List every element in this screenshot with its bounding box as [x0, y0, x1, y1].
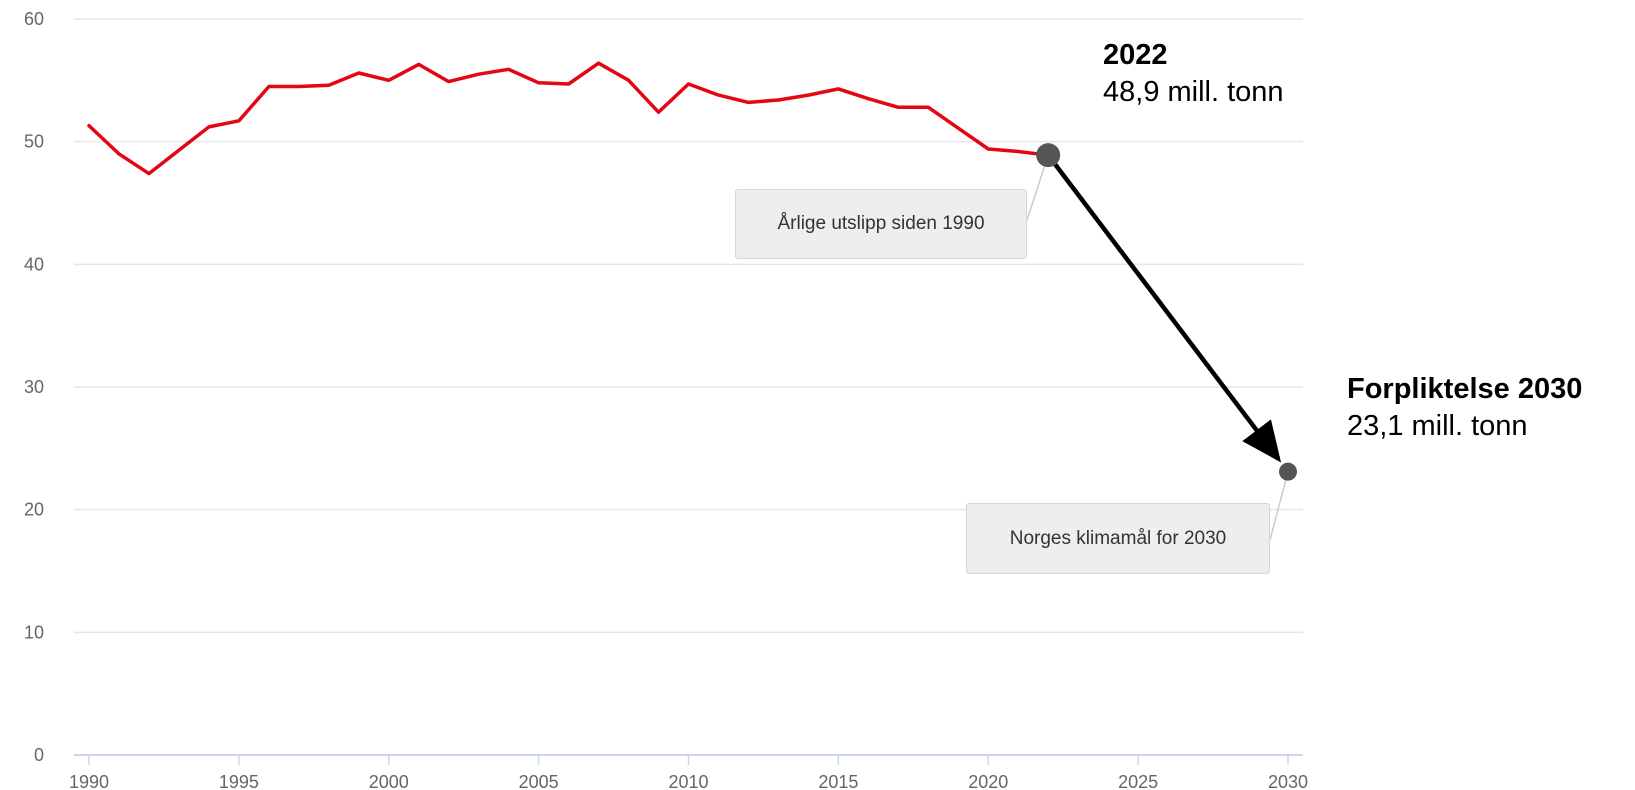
marker-layer [1036, 143, 1297, 481]
y-tick-label-20: 20 [24, 500, 44, 520]
callout-2030-value: 23,1 mill. tonn [1347, 410, 1528, 443]
tooltip-annual-emissions: Årlige utslipp siden 1990 [735, 189, 1027, 259]
x-tick-label-2030: 2030 [1268, 772, 1308, 790]
x-tick-label-2020: 2020 [968, 772, 1008, 790]
y-tick-label-50: 50 [24, 132, 44, 152]
callout-2030: Forpliktelse 2030 23,1 mill. tonn [1347, 371, 1582, 445]
y-tick-label-0: 0 [34, 745, 44, 765]
x-tick-label-1995: 1995 [219, 772, 259, 790]
x-tick-label-2010: 2010 [668, 772, 708, 790]
y-tick-label-30: 30 [24, 377, 44, 397]
series-line-0 [87, 61, 1050, 176]
tooltip-connectors [1026, 154, 1289, 541]
x-tick-label-2000: 2000 [369, 772, 409, 790]
x-axis: 1990 1995 2000 2005 2010 2015 2020 2025 2030 [69, 754, 1308, 790]
x-tick-label-2025: 2025 [1118, 772, 1158, 790]
y-tick-label-40: 40 [24, 254, 44, 274]
callout-2022-value: 48,9 mill. tonn [1103, 76, 1284, 109]
callout-2022: 2022 48,9 mill. tonn [1103, 37, 1284, 111]
arrow-layer [1052, 161, 1282, 463]
tooltip-climate-target: Norges klimamål for 2030 [966, 503, 1270, 574]
connector-2030 [1269, 471, 1289, 541]
trend-arrow [1052, 161, 1282, 463]
x-tick-label-1990: 1990 [69, 772, 109, 790]
x-tick-label-2005: 2005 [519, 772, 559, 790]
y-axis: 0 10 20 30 40 50 60 [24, 9, 44, 765]
gridlines [74, 18, 1303, 634]
callout-2022-title: 2022 [1103, 39, 1168, 71]
y-tick-label-60: 60 [24, 9, 44, 29]
point-marker-2022 [1036, 143, 1061, 168]
y-tick-label-10: 10 [24, 622, 44, 642]
series-layer [87, 61, 1050, 176]
point-marker-2030 [1279, 462, 1297, 481]
x-tick-label-2015: 2015 [818, 772, 858, 790]
callout-2030-title: Forpliktelse 2030 [1347, 373, 1583, 405]
